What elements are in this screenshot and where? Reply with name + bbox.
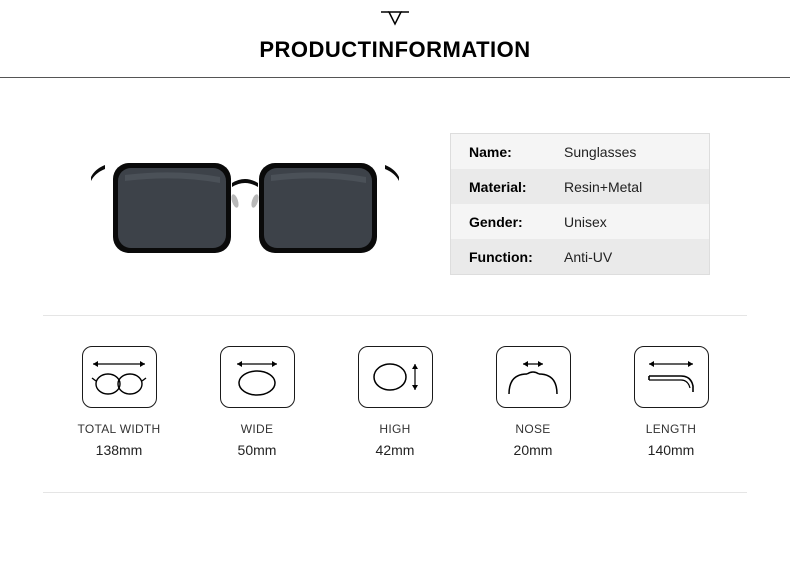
spec-label: Name: (451, 144, 556, 160)
dim-high: HIGH 42mm (326, 346, 464, 458)
dim-wide: WIDE 50mm (188, 346, 326, 458)
page-header: PRODUCTINFORMATION (0, 0, 790, 78)
spec-value: Anti-UV (556, 249, 612, 265)
spec-label: Gender: (451, 214, 556, 230)
dim-value: 138mm (50, 442, 188, 458)
dim-value: 42mm (326, 442, 464, 458)
dim-label: LENGTH (602, 422, 740, 436)
header-triangle-icon (381, 10, 409, 31)
dim-value: 20mm (464, 442, 602, 458)
length-icon (634, 346, 709, 408)
spec-value: Sunglasses (556, 144, 636, 160)
dim-value: 50mm (188, 442, 326, 458)
dim-label: WIDE (188, 422, 326, 436)
spec-row: Name: Sunglasses (451, 134, 709, 169)
divider (43, 315, 747, 316)
dim-nose: NOSE 20mm (464, 346, 602, 458)
dim-label: NOSE (464, 422, 602, 436)
dim-label: TOTAL WIDTH (50, 422, 188, 436)
total-width-icon (82, 346, 157, 408)
dim-length: LENGTH 140mm (602, 346, 740, 458)
dim-value: 140mm (602, 442, 740, 458)
spec-label: Material: (451, 179, 556, 195)
main-row: Name: Sunglasses Material: Resin+Metal G… (0, 78, 790, 315)
dim-total-width: TOTAL WIDTH 138mm (50, 346, 188, 458)
product-image (60, 139, 430, 269)
spec-value: Resin+Metal (556, 179, 642, 195)
spec-table: Name: Sunglasses Material: Resin+Metal G… (450, 133, 710, 275)
header-title: PRODUCTINFORMATION (0, 37, 790, 63)
spec-row: Function: Anti-UV (451, 239, 709, 274)
dimensions-row: TOTAL WIDTH 138mm WIDE 50mm HIGH 42mm (0, 346, 790, 478)
nose-icon (496, 346, 571, 408)
dim-label: HIGH (326, 422, 464, 436)
spec-row: Gender: Unisex (451, 204, 709, 239)
spec-label: Function: (451, 249, 556, 265)
spec-row: Material: Resin+Metal (451, 169, 709, 204)
bottom-divider (43, 492, 747, 493)
spec-value: Unisex (556, 214, 607, 230)
wide-icon (220, 346, 295, 408)
high-icon (358, 346, 433, 408)
